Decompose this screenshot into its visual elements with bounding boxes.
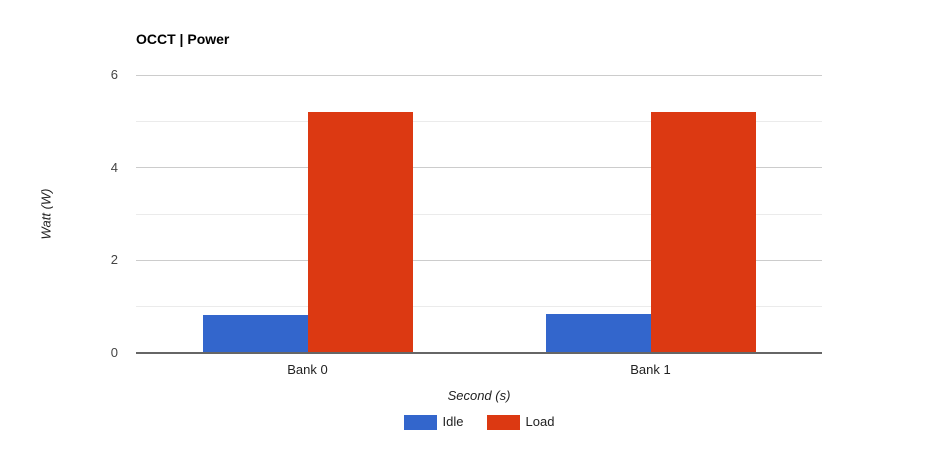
minor-gridline-1 <box>136 306 822 308</box>
legend-swatch-idle <box>403 414 437 430</box>
major-gridline-2 <box>136 259 822 261</box>
bar-idle-bank-0[interactable] <box>202 314 308 353</box>
major-gridline-4 <box>136 167 822 169</box>
plot-area <box>136 74 822 354</box>
legend: Idle Load <box>136 414 822 430</box>
minor-gridline-3 <box>136 213 822 215</box>
bar-load-bank-0[interactable] <box>307 112 413 353</box>
x-axis-title: Second (s) <box>447 388 511 403</box>
legend-item-load[interactable]: Load <box>486 414 555 430</box>
minor-gridline-5 <box>136 120 822 122</box>
x-category-label-bank-1: Bank 1 <box>630 362 671 377</box>
legend-label-idle: Idle <box>442 414 464 429</box>
legend-label-load: Load <box>525 414 555 429</box>
legend-item-idle[interactable]: Idle <box>403 414 464 430</box>
y-axis-title: Watt (W) <box>38 188 54 240</box>
y-tick-label-4: 4 <box>110 159 118 175</box>
y-tick-label-0: 0 <box>110 345 118 360</box>
x-category-label-bank-0: Bank 0 <box>287 362 328 377</box>
y-tick-label-2: 2 <box>110 252 118 268</box>
major-gridline-6 <box>136 74 822 76</box>
x-axis-baseline <box>136 352 822 354</box>
bar-load-bank-1[interactable] <box>650 112 756 353</box>
chart-title: OCCT | Power <box>136 31 230 47</box>
bar-idle-bank-1[interactable] <box>545 313 651 353</box>
y-tick-label-6: 6 <box>110 67 118 82</box>
legend-swatch-load <box>486 414 520 430</box>
